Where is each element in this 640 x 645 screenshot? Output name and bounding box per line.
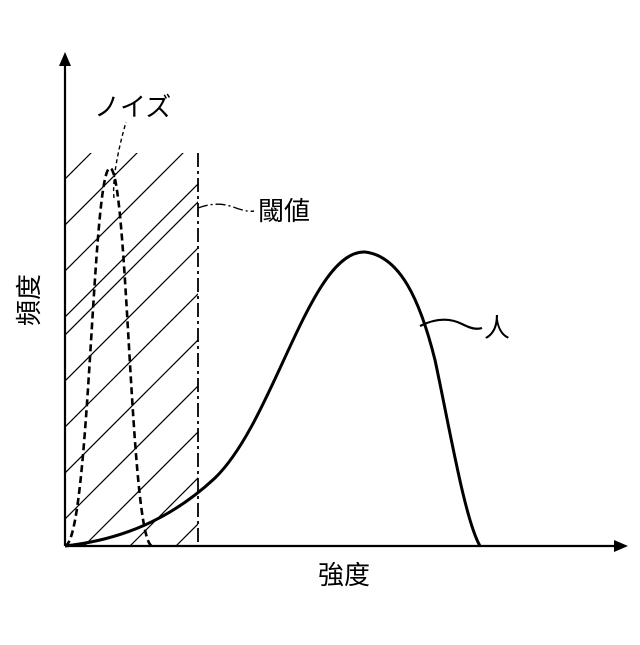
hatch-line — [55, 330, 208, 483]
hatch-line — [55, 0, 208, 51]
hatch-line — [55, 514, 208, 640]
hatch-line — [55, 0, 208, 97]
x-axis-label: 強度 — [318, 561, 370, 591]
hatch-line — [55, 174, 208, 327]
person-label: 人 — [484, 314, 510, 344]
noise-curve — [65, 168, 152, 546]
hatch-line — [55, 128, 208, 281]
threshold-leader-line — [198, 204, 254, 211]
x-axis-arrowhead — [614, 540, 628, 552]
noise-label: ノイズ — [94, 93, 171, 123]
threshold-label: 閾値 — [258, 197, 310, 227]
hatch-line — [55, 284, 208, 437]
y-axis-label: 頻度 — [15, 274, 45, 326]
person-curve — [65, 252, 480, 546]
person-leader-line — [420, 320, 482, 329]
hatch-line — [55, 192, 208, 345]
y-axis-arrowhead — [59, 52, 71, 66]
noise-leader-line — [114, 122, 126, 198]
